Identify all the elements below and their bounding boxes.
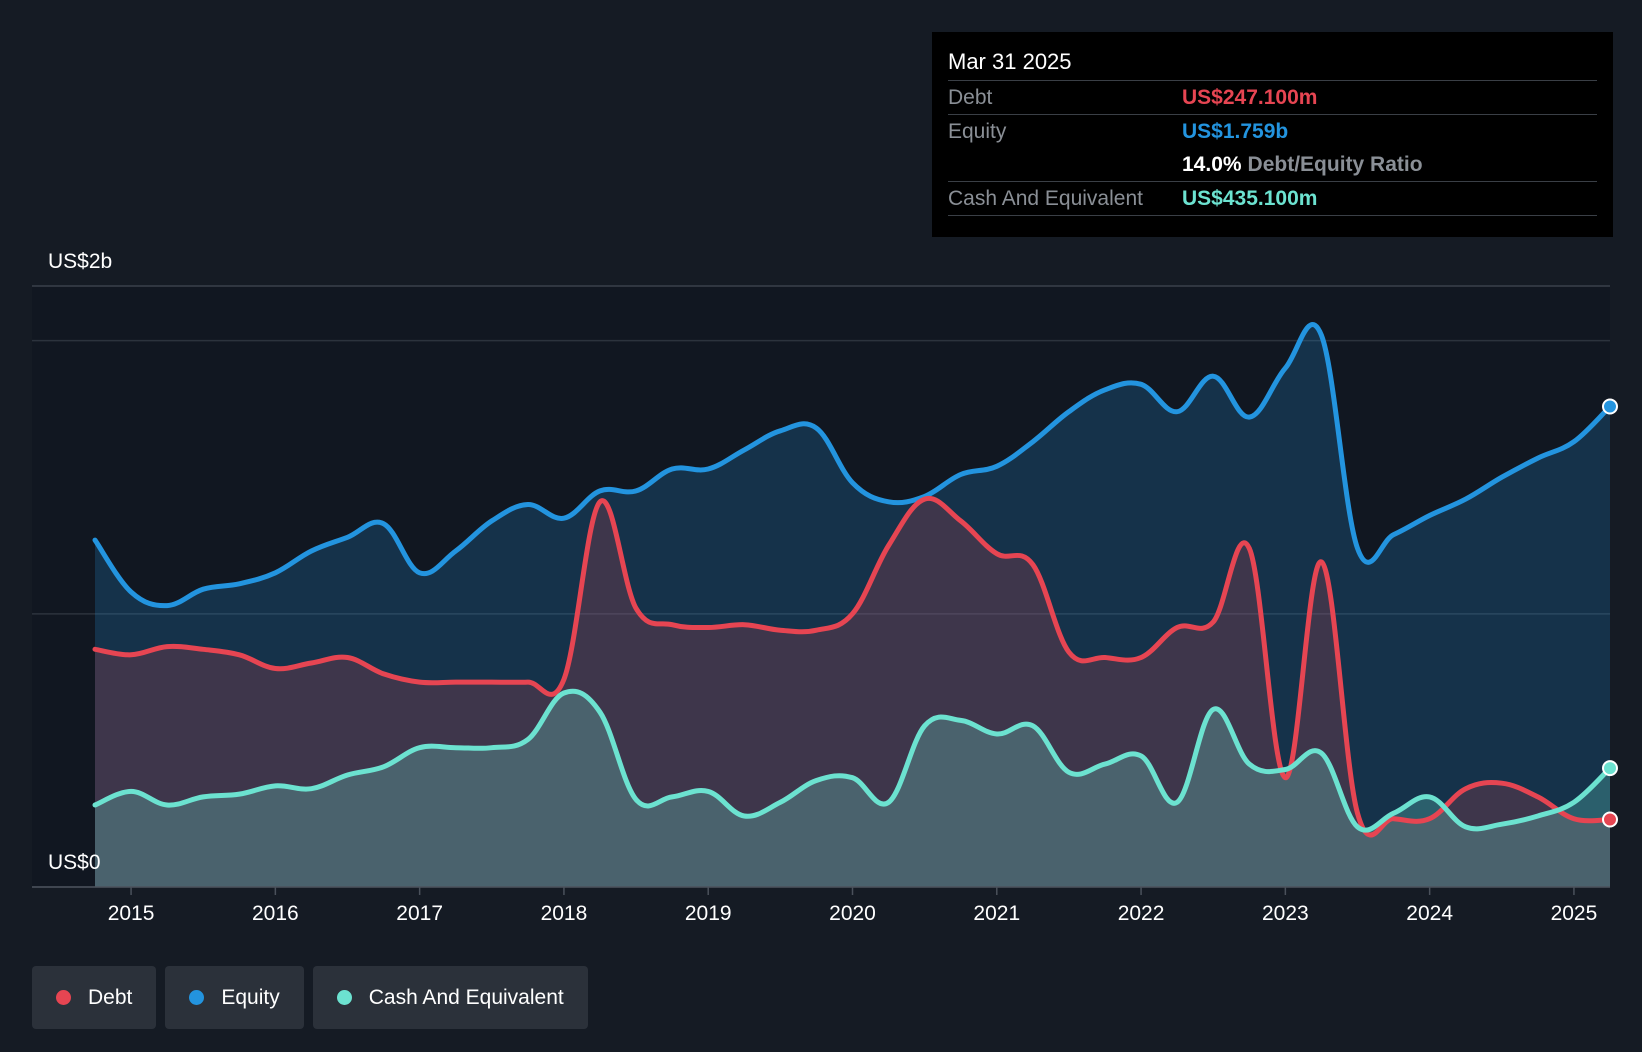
debt-line (92, 495, 1613, 838)
y-axis-bottom-label: US$0 (48, 851, 101, 874)
chart-tooltip: Mar 31 2025 Debt US$247.100m Equity US$1… (932, 32, 1613, 237)
x-tick-label: 2020 (829, 902, 876, 925)
x-tick-label: 2016 (252, 902, 299, 925)
tooltip-debt-value: US$247.100m (1182, 85, 1318, 109)
x-tick-label: 2023 (1262, 902, 1309, 925)
legend-item-debt[interactable]: Debt (32, 966, 157, 1029)
legend-equity-dot-icon (189, 990, 205, 1005)
tooltip-cash-value: US$435.100m (1182, 186, 1318, 210)
series-lines (92, 322, 1613, 838)
legend-item-equity[interactable]: Equity (165, 966, 304, 1029)
x-tick-label: 2019 (685, 902, 732, 925)
x-tick-label: 2021 (973, 902, 1020, 925)
tooltip-debt-label: Debt (948, 85, 993, 109)
tooltip-equity-label: Equity (948, 119, 1007, 143)
cash-end-marker (1602, 760, 1618, 777)
tooltip-date: Mar 31 2025 (948, 49, 1072, 74)
legend-debt-label: Debt (88, 985, 133, 1009)
x-tick-label: 2022 (1118, 902, 1165, 925)
tooltip-equity-row: Equity US$1.759b (948, 114, 1597, 148)
cash-line (92, 688, 1613, 833)
x-tick-label: 2018 (541, 902, 588, 925)
cash-area (95, 691, 1610, 887)
y-axis-top-label: US$2b (48, 250, 113, 273)
x-tick-label: 2015 (108, 902, 155, 925)
tooltip-equity-value: US$1.759b (1182, 119, 1289, 143)
tooltip-cash-row: Cash And Equivalent US$435.100m (948, 181, 1597, 216)
tooltip-ratio-label: Debt/Equity Ratio (1247, 152, 1423, 176)
legend-equity-label: Equity (221, 985, 280, 1009)
tooltip-debt-row: Debt US$247.100m (948, 80, 1597, 114)
x-tick-label: 2025 (1551, 902, 1598, 925)
legend-debt-dot-icon (56, 990, 71, 1005)
tooltip-ratio-row: 14.0% Debt/Equity Ratio (948, 148, 1597, 181)
equity-end-marker (1602, 398, 1618, 415)
legend-cash-label: Cash And Equivalent (368, 985, 564, 1009)
legend-item-cash[interactable]: Cash And Equivalent (312, 966, 588, 1029)
debt-end-marker (1602, 811, 1618, 828)
x-tick-label: 2024 (1406, 902, 1453, 925)
tooltip-cash-label: Cash And Equivalent (948, 186, 1143, 210)
debt-area (95, 498, 1610, 887)
tooltip-ratio-value: 14.0% (1182, 152, 1242, 176)
legend-cash-dot-icon (336, 990, 352, 1005)
equity-line (92, 322, 1613, 609)
end-markers (1602, 398, 1618, 828)
chart-legend: Debt Equity Cash And Equivalent (32, 966, 588, 1029)
x-axis-ticks: 2015 2016 2017 2018 2019 2020 2021 2022 2023 2024… (32, 886, 1610, 925)
x-tick-label: 2017 (396, 902, 443, 925)
